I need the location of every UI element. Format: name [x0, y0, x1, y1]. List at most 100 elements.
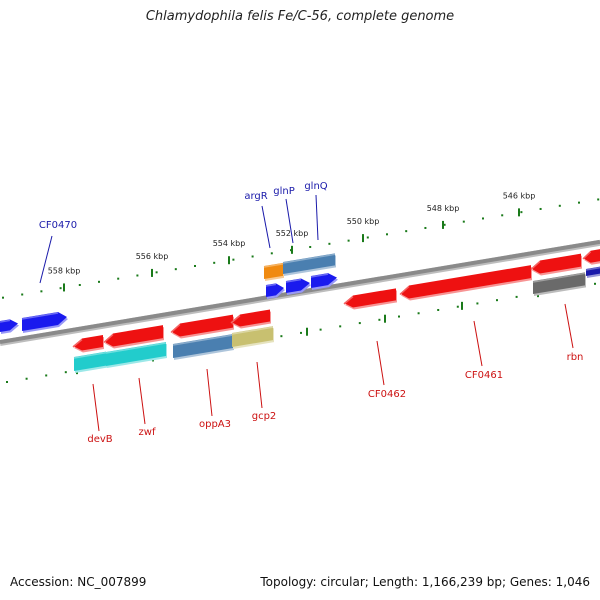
minor-tick [398, 315, 400, 318]
minor-tick [482, 217, 484, 220]
minor-tick [462, 220, 465, 223]
gene-highlight [21, 312, 59, 320]
label-devB: devB [87, 434, 112, 445]
major-tick [306, 327, 308, 336]
tick-marks: 558 kbp 556 kbp 554 kbp 552 kbp 550 kbp 548 k… [2, 191, 600, 383]
label-gcp2: gcp2 [252, 411, 277, 422]
label-CF0470: CF0470 [39, 220, 77, 231]
minor-tick [578, 201, 580, 204]
gene-oppA3-arrow [170, 314, 234, 339]
gene-devB-arrow [72, 334, 104, 353]
gene-body [73, 334, 103, 351]
gene-highlight [585, 266, 600, 271]
label-leader-lines [39, 194, 574, 432]
major-tick [63, 283, 65, 292]
minor-tick [594, 282, 596, 285]
scale-tick-label: 546 kbp [503, 191, 536, 200]
minor-tick [437, 308, 440, 311]
label-rbn: rbn [567, 352, 584, 363]
minor-tick [319, 328, 322, 331]
gene-highlight [72, 338, 83, 348]
label-glnP: glnP [273, 186, 295, 197]
gene-highlight [532, 272, 586, 283]
label-CF0470-leader [39, 235, 53, 284]
minor-tick [117, 277, 120, 280]
gene-devB-box [73, 351, 107, 373]
minor-tick [64, 371, 67, 374]
gene-highlight [105, 342, 167, 354]
gene-highlight [530, 260, 541, 271]
minor-tick [309, 245, 312, 248]
label-glnP-leader [285, 198, 294, 244]
accession-text: Accession: NC_007899 [10, 575, 147, 589]
gene-highlight [230, 314, 241, 324]
gene-rbn-box [532, 272, 586, 296]
minor-tick [424, 226, 427, 229]
minor-tick [155, 271, 158, 274]
gene-body [583, 249, 600, 263]
minor-tick [194, 264, 196, 267]
major-tick [151, 268, 153, 277]
label-oppA3-leader [206, 368, 213, 417]
gene-body [400, 265, 531, 299]
gene-highlight [172, 334, 234, 346]
minor-tick [443, 223, 446, 226]
gene-highlight [265, 283, 277, 287]
gene-highlight [0, 319, 11, 323]
scale-tick-label: 556 kbp [136, 252, 169, 261]
gene-zwf-arrow [103, 325, 164, 349]
label-glnQ: glnQ [304, 181, 327, 192]
gene-features [0, 249, 600, 373]
scale-tick-label: 550 kbp [347, 217, 380, 226]
minor-tick [78, 283, 81, 286]
label-zwf-leader [138, 377, 146, 425]
minor-tick [496, 299, 498, 302]
minor-tick [339, 325, 342, 328]
minor-tick [280, 335, 283, 338]
gene-arrow-b [285, 278, 311, 295]
gene-highlight [263, 263, 284, 268]
scale-tick-label: 552 kbp [276, 229, 309, 238]
gene-arrow-c [310, 273, 338, 290]
major-tick [461, 301, 463, 310]
gene-arrow-a [265, 283, 285, 299]
gene-highlight [282, 253, 336, 264]
map-title: Chlamydophila felis Fe/C-56, complete ge… [145, 9, 455, 24]
gene-CF0462 [343, 288, 397, 310]
labels: CF0470 argR glnP glnQ devB zwf oppA3 gcp2 CF0462… [39, 181, 583, 445]
minor-tick [232, 258, 235, 261]
gene-body [106, 341, 166, 366]
minor-tick [456, 305, 459, 308]
minor-tick [501, 214, 504, 217]
scale-tick-label: 548 kbp [427, 204, 460, 213]
gene-body [171, 314, 233, 337]
minor-tick [558, 204, 561, 207]
major-tick [442, 220, 444, 229]
gene-body [104, 325, 163, 347]
major-tick [291, 245, 293, 254]
label-CF0462-leader [376, 340, 385, 386]
minor-tick [417, 312, 420, 315]
minor-tick [347, 239, 350, 242]
major-tick [518, 208, 520, 217]
gene-arrow-left2 [21, 311, 68, 333]
minor-tick [378, 318, 381, 321]
gene-body [266, 283, 284, 297]
label-zwf: zwf [139, 427, 156, 438]
scale-tick-label: 558 kbp [48, 266, 81, 275]
gene-argR [263, 262, 284, 281]
minor-tick [358, 322, 361, 325]
label-glnQ-leader [315, 194, 319, 241]
minor-tick [40, 290, 43, 293]
gene-highlight [73, 351, 107, 359]
minor-tick [251, 255, 254, 258]
minor-tick [98, 280, 100, 283]
gene-body [533, 272, 585, 294]
label-devB-leader [92, 383, 100, 432]
minor-tick [136, 274, 139, 277]
label-CF0461-leader [473, 320, 483, 367]
minor-tick [59, 287, 62, 290]
gene-oppA3-box [172, 333, 234, 360]
gene-body [0, 319, 18, 332]
